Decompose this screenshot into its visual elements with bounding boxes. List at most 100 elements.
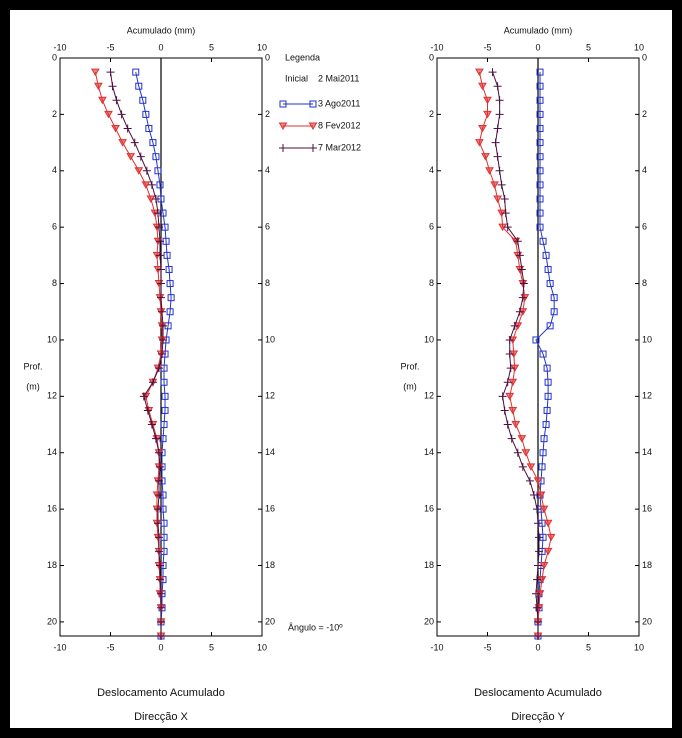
y-tick-label: 12 <box>265 391 275 401</box>
data-point <box>543 364 551 372</box>
data-point <box>158 350 167 359</box>
y-tick-label: 16 <box>265 503 275 513</box>
x-tick-label: 10 <box>634 642 644 652</box>
y-tick-label: 20 <box>265 616 275 626</box>
y-tick-label: 2 <box>52 109 57 119</box>
x-tick-label: 0 <box>535 42 540 52</box>
legend-marker <box>309 144 317 152</box>
y-tick-label: 0 <box>429 52 434 62</box>
data-point <box>493 195 502 203</box>
data-point <box>497 180 506 189</box>
x-tick-label: 0 <box>158 42 163 52</box>
data-point <box>536 223 544 231</box>
data-point <box>539 237 547 245</box>
y-tick-label: 16 <box>642 503 652 513</box>
x-tick-label: 10 <box>257 642 267 652</box>
data-point <box>544 378 552 386</box>
data-point <box>126 153 136 161</box>
data-point <box>157 632 165 640</box>
data-point <box>498 392 507 401</box>
data-point <box>165 265 173 273</box>
data-point <box>532 575 541 584</box>
data-point <box>152 153 160 161</box>
data-point <box>153 519 162 528</box>
data-point <box>154 547 163 556</box>
x-tick-label: 5 <box>209 42 214 52</box>
y-tick-label: 10 <box>47 334 57 344</box>
data-point <box>546 322 554 330</box>
data-point <box>550 294 558 302</box>
data-point <box>539 505 549 514</box>
data-point <box>135 82 143 90</box>
data-point <box>154 491 163 500</box>
data-point <box>536 209 544 217</box>
data-point <box>142 110 150 118</box>
y-tick-label: 14 <box>265 447 275 457</box>
data-point <box>536 491 546 500</box>
x-tick-label: 0 <box>535 642 540 652</box>
y-axis-unit: (m) <box>403 381 417 391</box>
data-point <box>503 378 512 387</box>
legend-title: Legenda <box>285 52 320 62</box>
data-point <box>518 462 527 471</box>
y-tick-label: 4 <box>52 165 57 175</box>
data-point <box>544 392 552 400</box>
data-point <box>139 96 147 104</box>
data-point <box>540 435 548 443</box>
y-tick-label: 2 <box>265 109 270 119</box>
legend-marker <box>278 122 288 130</box>
data-point <box>535 547 544 556</box>
data-point <box>139 392 148 401</box>
data-point <box>485 167 494 175</box>
data-point <box>536 153 544 161</box>
x-axis-subtitle: Direcção X <box>134 711 188 723</box>
top-axis-label: Acumulado (mm) <box>504 25 573 35</box>
y-tick-label: 2 <box>642 109 647 119</box>
y-tick-label: 8 <box>429 278 434 288</box>
data-point <box>154 533 163 542</box>
data-point <box>543 519 553 528</box>
data-point <box>145 124 153 132</box>
y-tick-label: 0 <box>642 52 647 62</box>
y-tick-label: 10 <box>265 334 275 344</box>
data-point <box>517 265 526 274</box>
data-point <box>143 406 152 415</box>
y-tick-label: 4 <box>429 165 434 175</box>
data-point <box>493 124 502 133</box>
x-tick-label: 5 <box>586 42 591 52</box>
data-point <box>534 617 542 626</box>
data-point <box>539 449 547 457</box>
data-point <box>154 223 163 232</box>
data-point <box>536 82 544 90</box>
data-point <box>495 96 504 105</box>
data-point <box>130 138 139 147</box>
data-point <box>157 617 165 626</box>
data-point <box>531 589 540 598</box>
data-point <box>503 223 512 232</box>
data-point <box>161 392 169 400</box>
legend-label: 8 Fev2012 <box>318 120 361 130</box>
data-point <box>543 547 553 556</box>
data-point <box>543 406 551 414</box>
data-point <box>539 350 547 358</box>
y-axis-label: Prof. <box>400 361 419 371</box>
y-tick-label: 10 <box>642 334 652 344</box>
data-point <box>536 68 544 76</box>
x-tick-label: -10 <box>430 42 443 52</box>
data-point <box>90 68 100 77</box>
data-point <box>478 82 487 91</box>
data-point <box>519 279 528 288</box>
data-point <box>507 434 516 443</box>
data-point <box>488 68 497 77</box>
data-point <box>536 181 544 189</box>
data-point <box>155 561 164 570</box>
data-point <box>157 279 165 288</box>
data-point <box>118 139 127 147</box>
data-point <box>155 251 164 260</box>
x-tick-label: 10 <box>634 42 644 52</box>
y-axis-label: Prof. <box>23 361 42 371</box>
legend-marker <box>308 122 318 130</box>
y-tick-label: 6 <box>429 222 434 232</box>
data-point <box>98 96 107 105</box>
